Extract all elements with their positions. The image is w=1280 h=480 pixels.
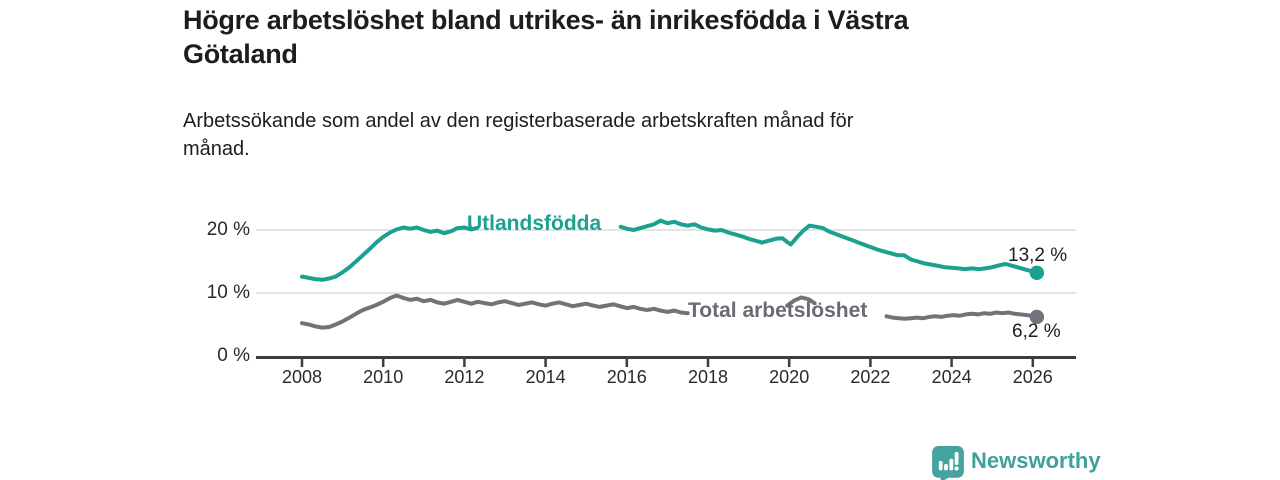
- line-total-arbetsloshet-seg1: [785, 295, 817, 308]
- end-value-label-total: 6,2 %: [1012, 321, 1061, 342]
- end-dot-total-arbetsloshet: [1029, 309, 1045, 325]
- chart-subtitle-line-1: Arbetssökande som andel av den registerb…: [183, 110, 854, 132]
- line-total-arbetsloshet-seg0: [300, 293, 690, 330]
- chart-title-line-2: Götaland: [183, 39, 298, 69]
- series-label-utlandsfodda: Utlandsfödda: [467, 212, 602, 235]
- end-dot-utlandsfodda: [1029, 265, 1045, 281]
- line-utlandsfodda-seg1: [618, 218, 1039, 275]
- line-utlandsfodda-seg0: [300, 225, 479, 282]
- chart-title-line-1: Högre arbetslöshet bland utrikes- än inr…: [183, 5, 909, 35]
- chart-subtitle: Arbetssökande som andel av den registerb…: [183, 107, 1083, 163]
- chart-subtitle-line-2: månad.: [183, 138, 250, 160]
- series-label-total-arbetsloshet: Total arbetslöshet: [688, 299, 868, 322]
- line-total-arbetsloshet-seg2: [884, 310, 1039, 321]
- chart-title: Högre arbetslöshet bland utrikes- än inr…: [183, 3, 1083, 71]
- end-value-label-utlandsfodda: 13,2 %: [1008, 245, 1068, 266]
